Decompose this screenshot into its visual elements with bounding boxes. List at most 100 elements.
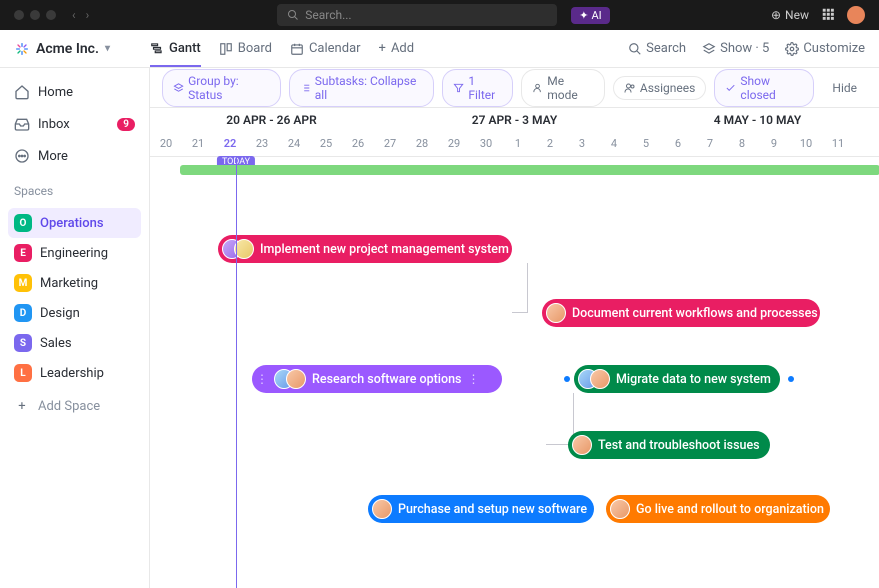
filter-icon — [453, 82, 464, 94]
task-label: Migrate data to new system — [616, 372, 771, 387]
person-icon — [532, 82, 543, 94]
space-badge-icon: O — [14, 214, 32, 232]
space-badge-icon: E — [14, 244, 32, 262]
day-cell: 20 — [150, 132, 182, 156]
forward-icon[interactable]: › — [86, 8, 90, 22]
task-bar[interactable]: Go live and rollout to organization — [606, 495, 830, 523]
summary-bar[interactable] — [180, 165, 879, 175]
show-button[interactable]: Show · 5 — [702, 41, 769, 56]
task-label: Research software options — [312, 372, 461, 387]
assignee-avatars — [372, 499, 392, 519]
inbox-icon — [14, 116, 30, 132]
task-label: Go live and rollout to organization — [636, 502, 824, 517]
space-label: Design — [40, 306, 80, 321]
viewbar: Acme Inc. ▾ Gantt Board Calendar + Add S… — [0, 30, 879, 68]
chevron-down-icon: ▾ — [105, 43, 110, 54]
subtasks-pill[interactable]: Subtasks: Collapse all — [289, 69, 435, 107]
window-controls[interactable] — [14, 10, 56, 20]
sidebar-space-engineering[interactable]: EEngineering — [8, 238, 141, 268]
apps-grid-icon[interactable] — [821, 7, 835, 24]
avatar-icon — [572, 435, 592, 455]
sidebar-space-design[interactable]: D Design — [8, 298, 141, 328]
task-bar[interactable]: Document current workflows and processes — [542, 299, 820, 327]
gear-icon — [785, 42, 799, 56]
day-cell: 29 — [438, 132, 470, 156]
task-bar[interactable]: Implement new project management system — [218, 235, 512, 263]
content-area: Group by: Status Subtasks: Collapse all … — [150, 68, 879, 588]
ai-button[interactable]: ✦ AI — [571, 7, 609, 24]
task-label: Document current workflows and processes — [572, 306, 818, 321]
sidebar-item-inbox[interactable]: Inbox 9 — [8, 110, 141, 138]
workspace-switcher[interactable]: Acme Inc. ▾ — [14, 41, 150, 57]
day-cell: 27 — [374, 132, 406, 156]
subtask-icon — [300, 82, 311, 94]
sidebar-space-sales[interactable]: SSales — [8, 328, 141, 358]
stack-icon — [173, 82, 184, 94]
day-cell: 26 — [342, 132, 374, 156]
day-cell: 9 — [758, 132, 790, 156]
gantt-chart[interactable]: Implement new project management system D… — [150, 157, 879, 588]
week-label: 20 APR - 26 APR — [150, 108, 393, 132]
plus-icon: + — [14, 398, 30, 414]
filter-bar: Group by: Status Subtasks: Collapse all … — [150, 68, 879, 108]
tab-board[interactable]: Board — [219, 41, 272, 56]
today-line — [236, 157, 237, 588]
assignee-avatars — [572, 435, 592, 455]
assignee-avatars — [274, 369, 306, 389]
board-icon — [219, 42, 233, 56]
assignee-avatars — [222, 239, 254, 259]
show-closed-pill[interactable]: Show closed — [714, 69, 814, 107]
assignee-avatars — [610, 499, 630, 519]
task-label: Implement new project management system — [260, 242, 509, 257]
check-icon — [725, 82, 736, 94]
sidebar-item-home[interactable]: Home — [8, 78, 141, 106]
space-label: Marketing — [40, 276, 98, 291]
day-cell: 11 — [822, 132, 854, 156]
task-label: Purchase and setup new software — [398, 502, 587, 517]
task-bar[interactable]: Research software options — [252, 365, 502, 393]
day-cell: 25 — [310, 132, 342, 156]
task-bar[interactable]: Purchase and setup new software — [368, 495, 594, 523]
week-label: 4 MAY - 10 MAY — [636, 108, 879, 132]
assignees-pill[interactable]: Assignees — [613, 76, 706, 100]
plus-circle-icon: ⊕ — [771, 8, 781, 22]
sparkle-icon: ✦ — [579, 9, 588, 22]
back-icon[interactable]: ‹ — [72, 8, 76, 22]
customize-button[interactable]: Customize — [785, 41, 865, 56]
search-placeholder: Search... — [305, 8, 351, 22]
new-button[interactable]: ⊕ New — [771, 8, 809, 22]
global-search[interactable]: Search... — [277, 4, 557, 26]
day-cell: 6 — [662, 132, 694, 156]
sidebar-space-operations[interactable]: OOperations — [8, 208, 141, 238]
day-cell: 30 — [470, 132, 502, 156]
tab-add-view[interactable]: + Add — [379, 41, 415, 56]
space-label: Leadership — [40, 366, 104, 381]
me-mode-pill[interactable]: Me mode — [521, 69, 605, 107]
day-cell: 3 — [566, 132, 598, 156]
day-cell: 28 — [406, 132, 438, 156]
day-cell: 21 — [182, 132, 214, 156]
task-bar[interactable]: Test and troubleshoot issues — [568, 431, 770, 459]
spaces-section-label: Spaces — [8, 174, 141, 204]
hide-button[interactable]: Hide — [822, 77, 867, 99]
sidebar-space-marketing[interactable]: MMarketing — [8, 268, 141, 298]
titlebar: ‹ › Search... ✦ AI ⊕ New — [0, 0, 879, 30]
search-icon — [628, 42, 642, 56]
search-icon — [287, 9, 299, 21]
tab-gantt[interactable]: Gantt — [150, 41, 201, 67]
day-cell: 24 — [278, 132, 310, 156]
group-by-pill[interactable]: Group by: Status — [162, 69, 281, 107]
history-nav[interactable]: ‹ › — [72, 8, 89, 22]
task-bar[interactable]: Migrate data to new system — [574, 365, 780, 393]
user-avatar[interactable] — [847, 6, 865, 24]
sidebar-item-more[interactable]: More — [8, 142, 141, 170]
add-space-button[interactable]: + Add Space — [8, 392, 141, 420]
sidebar-space-leadership[interactable]: LLeadership — [8, 358, 141, 388]
tab-calendar[interactable]: Calendar — [290, 41, 361, 56]
sidebar: Home Inbox 9 More Spaces OOperationsEEng… — [0, 68, 150, 588]
avatar-icon — [286, 369, 306, 389]
day-cell: 4 — [598, 132, 630, 156]
space-badge-icon: D — [14, 304, 32, 322]
filter-pill[interactable]: 1 Filter — [442, 69, 513, 107]
search-button[interactable]: Search — [628, 41, 686, 56]
